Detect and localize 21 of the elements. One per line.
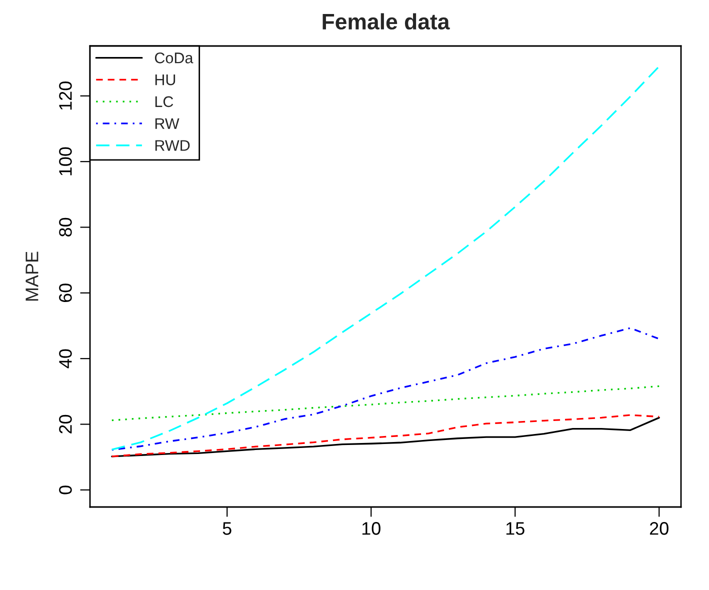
x-tick-label: 10 xyxy=(362,522,380,535)
x-tick-label: 15 xyxy=(506,522,524,535)
y-tick-label: 40 xyxy=(59,349,72,368)
y-axis-title: MAPE xyxy=(26,252,38,301)
legend-label: RWD xyxy=(155,140,190,151)
legend-label: LC xyxy=(155,96,174,108)
line-series xyxy=(111,327,660,451)
x-tick-label: 20 xyxy=(650,522,668,535)
y-tick-label: 60 xyxy=(59,284,72,302)
legend-label: CoDa xyxy=(154,52,194,64)
line-series xyxy=(111,385,660,422)
y-tick-label: 120 xyxy=(59,82,72,110)
y-tick-label: 20 xyxy=(59,414,72,434)
chart-title: Female data xyxy=(322,13,450,30)
y-tick-label: 0 xyxy=(59,486,72,494)
legend-label: HU xyxy=(155,74,176,86)
x-tick-label: 5 xyxy=(222,522,232,535)
y-tick-label: 80 xyxy=(59,218,72,237)
line-series xyxy=(111,66,660,450)
y-tick-label: 100 xyxy=(59,147,72,176)
legend-label: RW xyxy=(155,118,180,129)
